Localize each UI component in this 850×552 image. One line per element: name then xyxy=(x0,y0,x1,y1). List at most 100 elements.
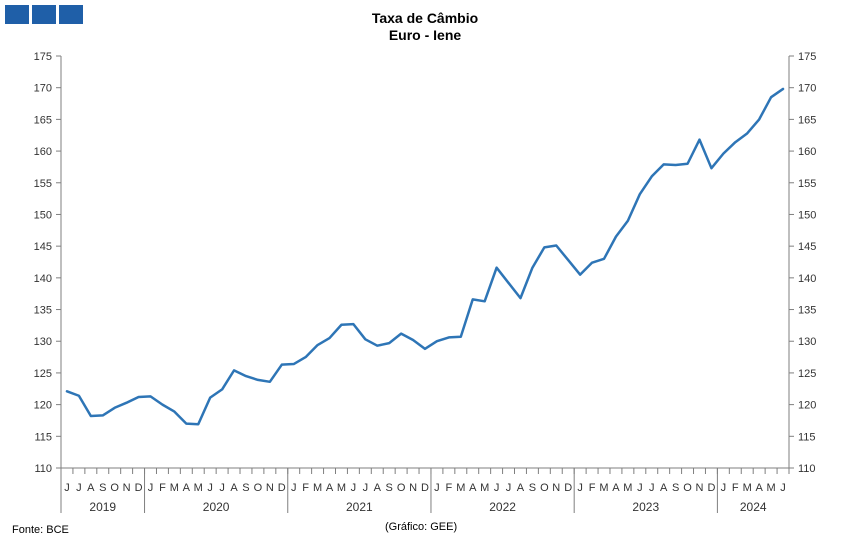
month-label: J xyxy=(351,482,357,494)
logo-block-1 xyxy=(5,5,29,24)
month-label: D xyxy=(707,482,715,494)
month-label: A xyxy=(87,482,95,494)
y-tick-label-left: 120 xyxy=(34,400,52,412)
month-label: J xyxy=(577,482,583,494)
year-label: 2019 xyxy=(89,500,116,514)
month-label: M xyxy=(194,482,203,494)
y-tick-label-right: 115 xyxy=(798,431,816,443)
month-label: J xyxy=(494,482,500,494)
month-label: J xyxy=(291,482,297,494)
month-label: J xyxy=(64,482,70,494)
month-label: J xyxy=(76,482,82,494)
month-label: N xyxy=(552,482,560,494)
y-tick-label-right: 175 xyxy=(798,51,816,63)
y-tick-label-right: 135 xyxy=(798,305,816,317)
month-label: A xyxy=(469,482,477,494)
month-label: N xyxy=(266,482,274,494)
month-label: O xyxy=(540,482,549,494)
month-label: A xyxy=(374,482,382,494)
y-tick-label-right: 155 xyxy=(798,178,816,190)
y-tick-label-right: 150 xyxy=(798,209,816,221)
month-label: O xyxy=(110,482,119,494)
y-tick-label-left: 160 xyxy=(34,146,52,158)
logo-block-2 xyxy=(32,5,56,24)
y-tick-label-left: 125 xyxy=(34,368,52,380)
month-label: S xyxy=(99,482,106,494)
month-label: J xyxy=(207,482,213,494)
y-tick-label-right: 130 xyxy=(798,336,816,348)
month-label: M xyxy=(480,482,489,494)
month-label: M xyxy=(599,482,608,494)
month-label: J xyxy=(363,482,369,494)
y-tick-label-left: 145 xyxy=(34,241,52,253)
y-tick-label-left: 110 xyxy=(34,463,52,475)
month-label: J xyxy=(721,482,727,494)
y-tick-label-left: 150 xyxy=(34,209,52,221)
month-label: J xyxy=(649,482,655,494)
month-label: F xyxy=(159,482,166,494)
y-axis-right: 110 115 120 125 130 135 140 145 150 155 160 165 170 1… xyxy=(789,51,816,475)
month-label: A xyxy=(755,482,763,494)
month-label: N xyxy=(409,482,417,494)
month-label: A xyxy=(612,482,620,494)
y-tick-label-right: 145 xyxy=(798,241,816,253)
month-label: J xyxy=(637,482,643,494)
year-label: 2023 xyxy=(632,500,659,514)
month-label: O xyxy=(397,482,406,494)
month-label: D xyxy=(135,482,143,494)
month-label: M xyxy=(743,482,752,494)
month-label: A xyxy=(230,482,238,494)
month-label: N xyxy=(696,482,704,494)
logo xyxy=(5,5,83,24)
y-tick-label-right: 110 xyxy=(798,463,816,475)
chart-title: Taxa de Câmbio Euro - Iene xyxy=(0,10,850,44)
y-tick-label-left: 130 xyxy=(34,336,52,348)
chart-credit: (Gráfico: GEE) xyxy=(385,521,458,533)
y-tick-label-left: 135 xyxy=(34,305,52,317)
y-tick-label-right: 120 xyxy=(798,400,816,412)
y-tick-label-right: 165 xyxy=(798,114,816,126)
month-label: S xyxy=(386,482,393,494)
y-tick-label-right: 170 xyxy=(798,83,816,95)
year-label: 2020 xyxy=(203,500,230,514)
month-label: F xyxy=(446,482,453,494)
month-label: A xyxy=(183,482,191,494)
y-tick-label-left: 140 xyxy=(34,273,52,285)
month-label: O xyxy=(254,482,263,494)
year-label: 2024 xyxy=(740,500,767,514)
month-label: S xyxy=(529,482,536,494)
month-label: M xyxy=(456,482,465,494)
month-label: J xyxy=(219,482,225,494)
month-label: D xyxy=(278,482,286,494)
y-tick-label-left: 165 xyxy=(34,114,52,126)
y-tick-label-right: 125 xyxy=(798,368,816,380)
month-label: F xyxy=(302,482,309,494)
month-label: M xyxy=(767,482,776,494)
month-label: O xyxy=(683,482,692,494)
month-label: J xyxy=(148,482,154,494)
logo-block-3 xyxy=(59,5,83,24)
chart-title-line-1: Taxa de Câmbio xyxy=(371,10,479,26)
month-label: S xyxy=(672,482,679,494)
y-tick-label-left: 175 xyxy=(34,51,52,63)
y-tick-label-left: 115 xyxy=(34,431,52,443)
year-label: 2022 xyxy=(489,500,516,514)
chart-title-line-2: Euro - Iene xyxy=(388,27,462,43)
month-label: M xyxy=(313,482,322,494)
source-note: Fonte: BCE xyxy=(12,524,69,536)
y-tick-label-right: 160 xyxy=(798,146,816,158)
y-tick-label-left: 170 xyxy=(34,83,52,95)
y-tick-label-left: 155 xyxy=(34,178,52,190)
month-label: D xyxy=(421,482,429,494)
month-label: N xyxy=(123,482,131,494)
month-label: J xyxy=(506,482,512,494)
y-axis-left: 110 115 120 125 130 135 140 145 150 155 160 165 170 1… xyxy=(34,51,61,475)
month-label: S xyxy=(242,482,249,494)
month-label: J xyxy=(434,482,440,494)
month-label: D xyxy=(564,482,572,494)
month-label: M xyxy=(337,482,346,494)
month-label: A xyxy=(517,482,525,494)
year-label: 2021 xyxy=(346,500,373,514)
